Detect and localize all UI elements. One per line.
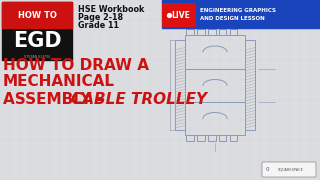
Bar xyxy=(186,135,194,141)
Text: HOW TO DRAW A: HOW TO DRAW A xyxy=(3,57,149,73)
Text: EGD: EGD xyxy=(13,31,61,51)
FancyBboxPatch shape xyxy=(262,162,316,177)
FancyBboxPatch shape xyxy=(162,3,196,27)
Text: STEFAN KLEYN: STEFAN KLEYN xyxy=(24,55,50,59)
Bar xyxy=(230,29,237,35)
Bar xyxy=(162,0,320,28)
Bar xyxy=(186,29,194,35)
Bar xyxy=(185,35,245,135)
Text: HOW TO: HOW TO xyxy=(18,10,56,19)
Text: ASSEMBLY -: ASSEMBLY - xyxy=(3,91,108,107)
Text: SQUARESPACE: SQUARESPACE xyxy=(278,168,304,172)
Bar xyxy=(2,2,72,28)
Text: ENGINEERING GRAPHICS: ENGINEERING GRAPHICS xyxy=(200,8,276,12)
Text: AND DESIGN LESSON: AND DESIGN LESSON xyxy=(200,17,265,21)
Text: CABLE TROLLEY: CABLE TROLLEY xyxy=(71,91,207,107)
Bar xyxy=(208,135,216,141)
Text: 0: 0 xyxy=(265,167,269,172)
Bar xyxy=(2,2,72,60)
Bar xyxy=(245,40,255,130)
Bar xyxy=(175,40,185,130)
Text: MECHANICAL: MECHANICAL xyxy=(3,75,115,89)
Bar xyxy=(230,135,237,141)
Bar xyxy=(219,29,227,35)
Bar xyxy=(197,135,204,141)
Text: Grade 11: Grade 11 xyxy=(78,21,119,30)
Text: LIVE: LIVE xyxy=(172,10,190,19)
Bar xyxy=(208,29,216,35)
Text: Page 2-18: Page 2-18 xyxy=(78,14,123,22)
Bar xyxy=(219,135,227,141)
Text: HSE Workbook: HSE Workbook xyxy=(78,6,144,15)
Bar xyxy=(197,29,204,35)
